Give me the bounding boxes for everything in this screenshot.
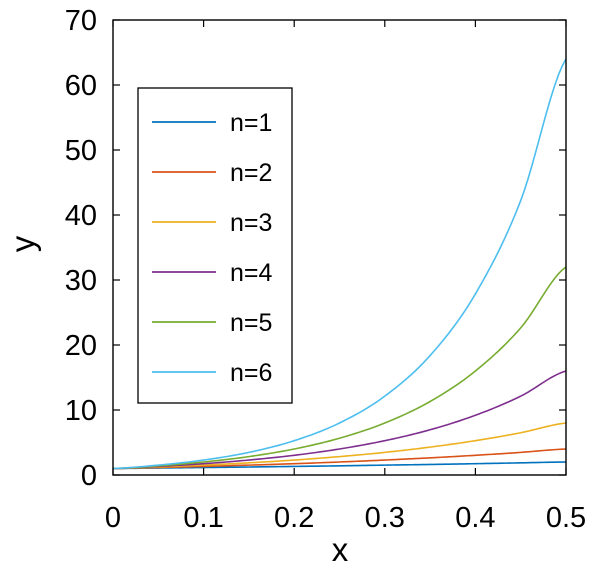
series-line-5 — [112, 266, 567, 470]
legend-label-5: n=5 — [230, 309, 272, 337]
series-line-2 — [112, 448, 567, 470]
series-line-1 — [112, 461, 567, 470]
y-tick-label: 70 — [65, 5, 97, 37]
legend-label-4: n=4 — [230, 259, 273, 287]
x-tick-label: 0.1 — [183, 502, 223, 534]
y-tick-label: 20 — [65, 330, 97, 362]
x-tick-label: 0.5 — [546, 502, 586, 534]
x-tick-label: 0 — [105, 502, 121, 534]
tick-layer — [112, 19, 567, 476]
x-tick-label: 0.3 — [365, 502, 405, 534]
series-line-6 — [112, 58, 567, 470]
y-tick-labels: 0 10 20 30 40 50 60 70 — [65, 5, 97, 492]
legend-items: n=1 n=2 n=3 n=4 n=5 n=6 — [152, 109, 273, 387]
series-layer — [112, 58, 567, 470]
series-line-3 — [112, 422, 567, 470]
x-tick-label: 0.4 — [455, 502, 495, 534]
legend-label-3: n=3 — [230, 209, 272, 237]
series-line-4 — [112, 370, 567, 470]
legend-box — [137, 87, 293, 404]
y-axis-label: y — [4, 235, 41, 252]
x-tick-labels: 0 0.1 0.2 0.3 0.4 0.5 — [105, 502, 586, 534]
legend-label-2: n=2 — [230, 159, 272, 187]
y-tick-label: 30 — [65, 265, 97, 297]
x-tick-label: 0.2 — [274, 502, 314, 534]
legend: n=1 n=2 n=3 n=4 n=5 n=6 — [137, 87, 293, 404]
plot-frame — [112, 19, 567, 476]
y-tick-label: 60 — [65, 70, 97, 102]
legend-label-6: n=6 — [230, 359, 272, 387]
legend-label-1: n=1 — [230, 109, 272, 137]
y-tick-label: 50 — [65, 135, 97, 167]
y-tick-label: 10 — [65, 395, 97, 427]
y-tick-label: 0 — [81, 460, 97, 492]
y-tick-label: 40 — [65, 200, 97, 232]
x-axis-label: x — [332, 531, 349, 568]
